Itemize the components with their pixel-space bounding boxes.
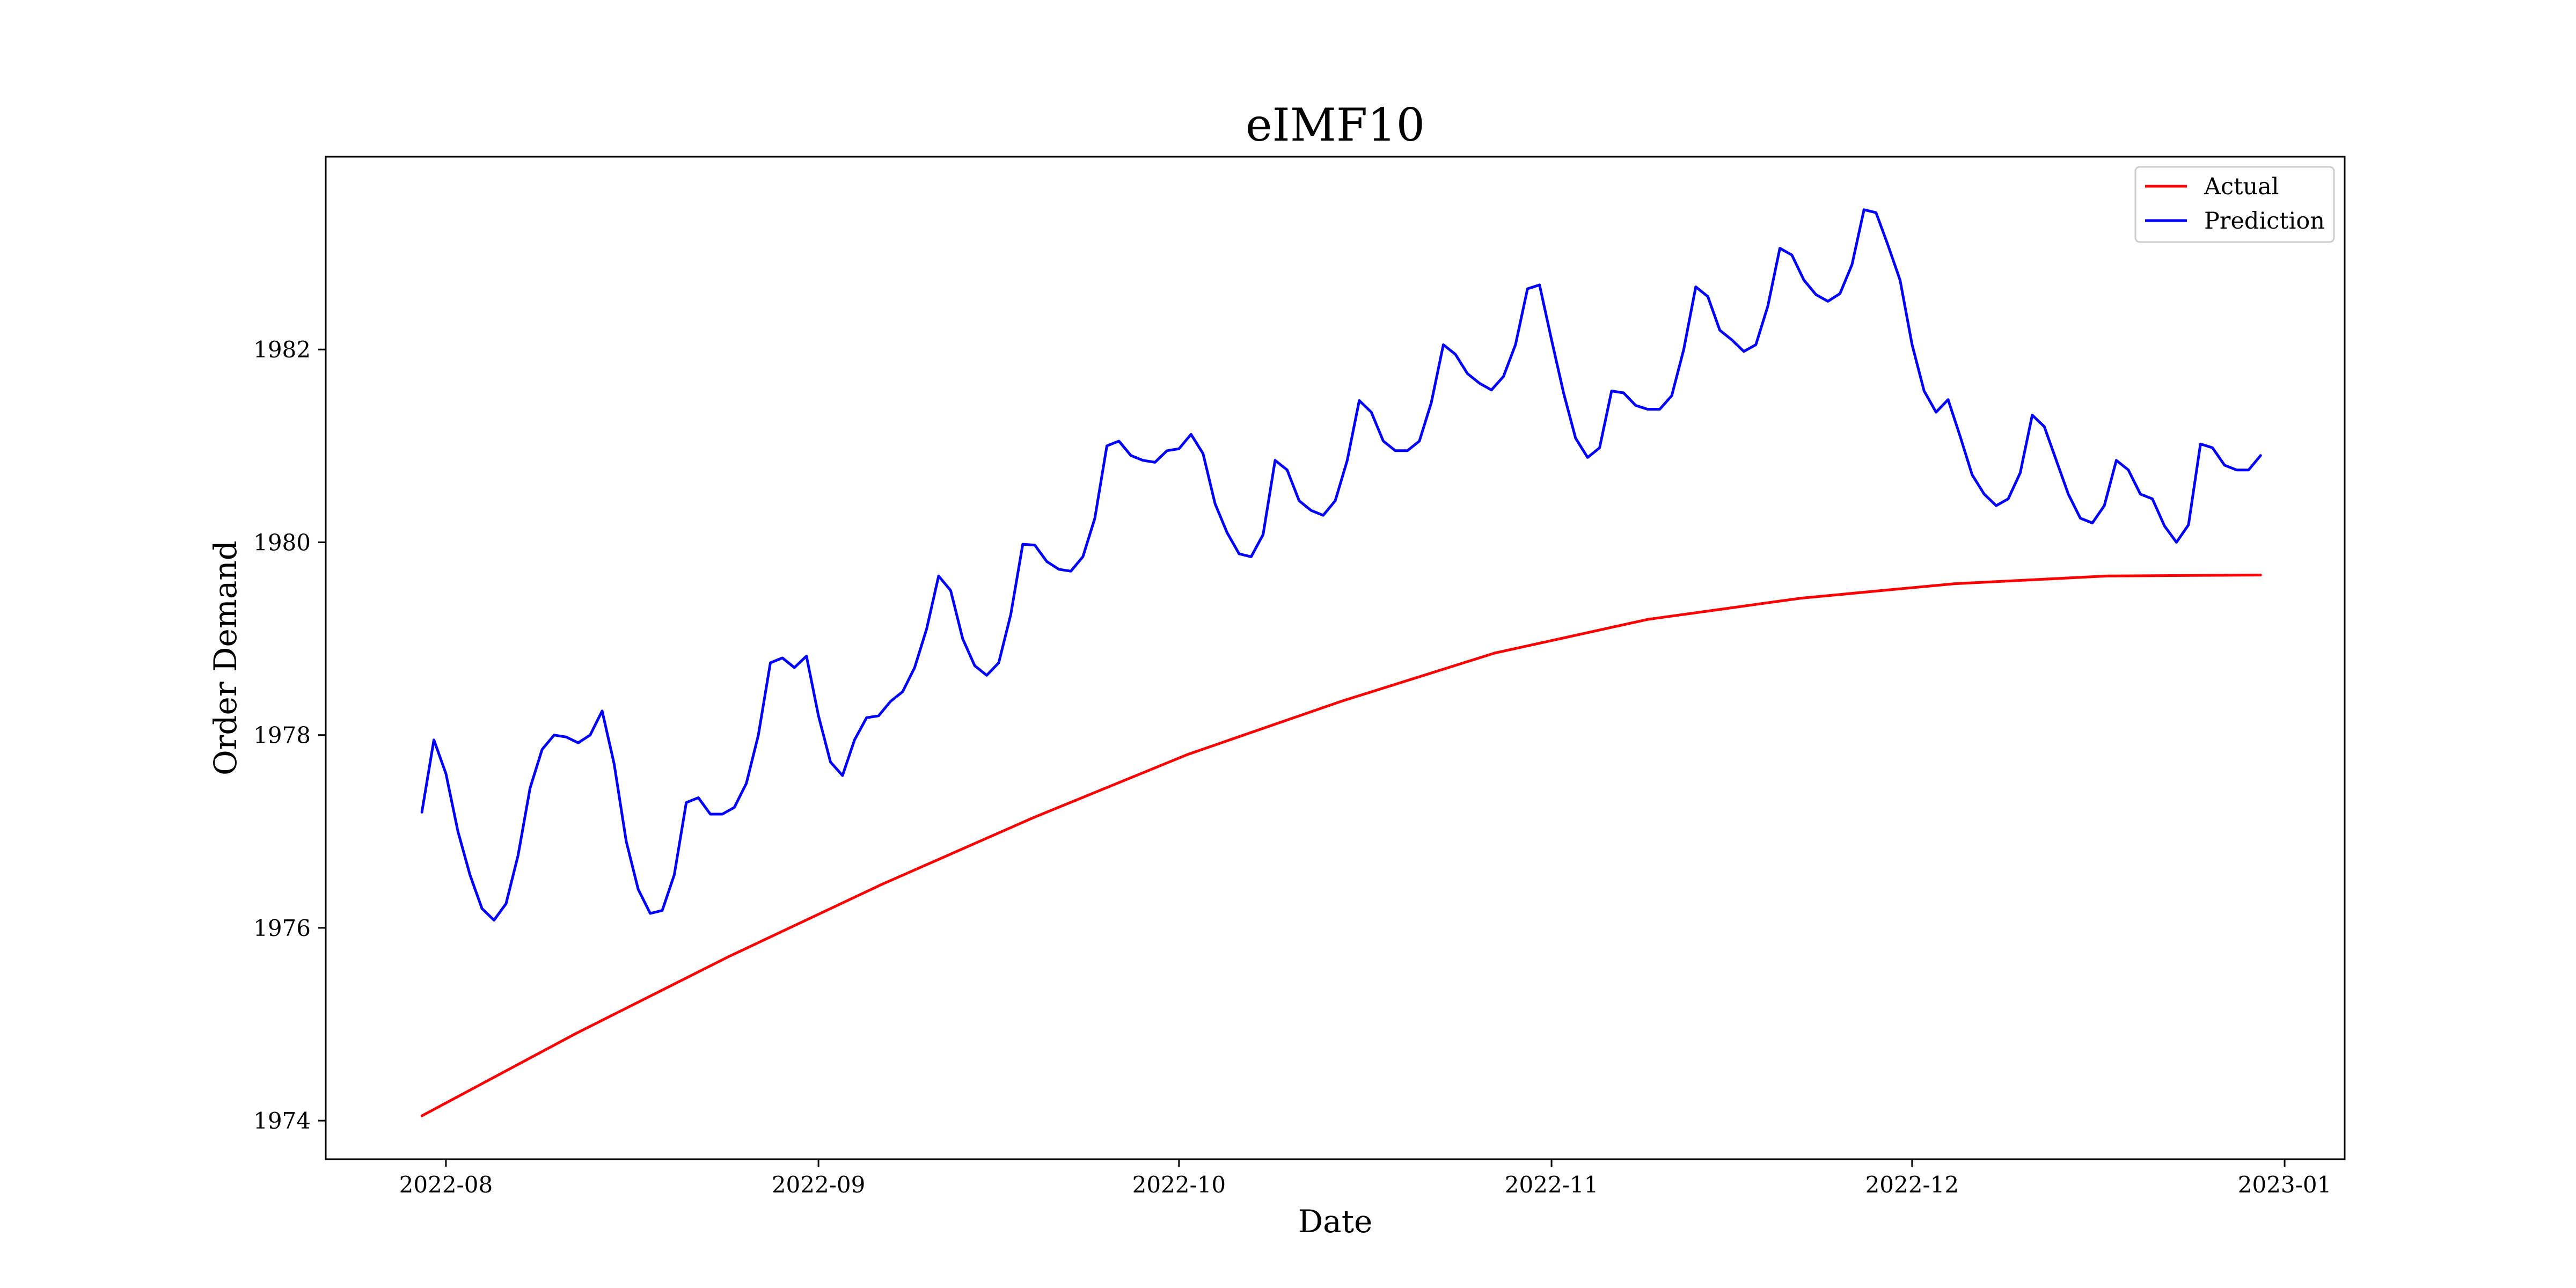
y-tick-label: 1978 — [253, 722, 311, 749]
y-axis-title: Order Demand — [207, 540, 244, 775]
chart-title: eIMF10 — [1246, 99, 1425, 151]
x-tick-label: 2022-10 — [1132, 1172, 1226, 1198]
x-tick-label: 2023-01 — [2238, 1172, 2332, 1198]
x-tick-label: 2022-09 — [772, 1172, 866, 1198]
y-tick-label: 1976 — [253, 915, 311, 941]
legend-label-prediction: Prediction — [2204, 208, 2325, 235]
series-layer — [420, 208, 2262, 1117]
x-tick-label: 2022-11 — [1505, 1172, 1599, 1198]
legend-label-actual: Actual — [2204, 173, 2279, 200]
x-tick-label: 2022-08 — [399, 1172, 493, 1198]
series-line-actual — [420, 574, 2262, 1117]
plot-frame — [325, 156, 2346, 1160]
y-tick-label: 1974 — [253, 1108, 311, 1134]
legend: Actual Prediction — [2134, 166, 2335, 243]
x-axis: 2022-08 2022-09 2022-10 2022-11 2022-12 2023-… — [399, 1159, 2332, 1198]
series-line-prediction — [420, 208, 2262, 922]
y-axis: 1974 1976 1978 1980 1982 — [253, 336, 326, 1134]
x-axis-title: Date — [1298, 1203, 1373, 1240]
x-tick-label: 2022-12 — [1865, 1172, 1959, 1198]
y-tick-label: 1982 — [253, 336, 311, 363]
y-tick-label: 1980 — [253, 529, 311, 555]
